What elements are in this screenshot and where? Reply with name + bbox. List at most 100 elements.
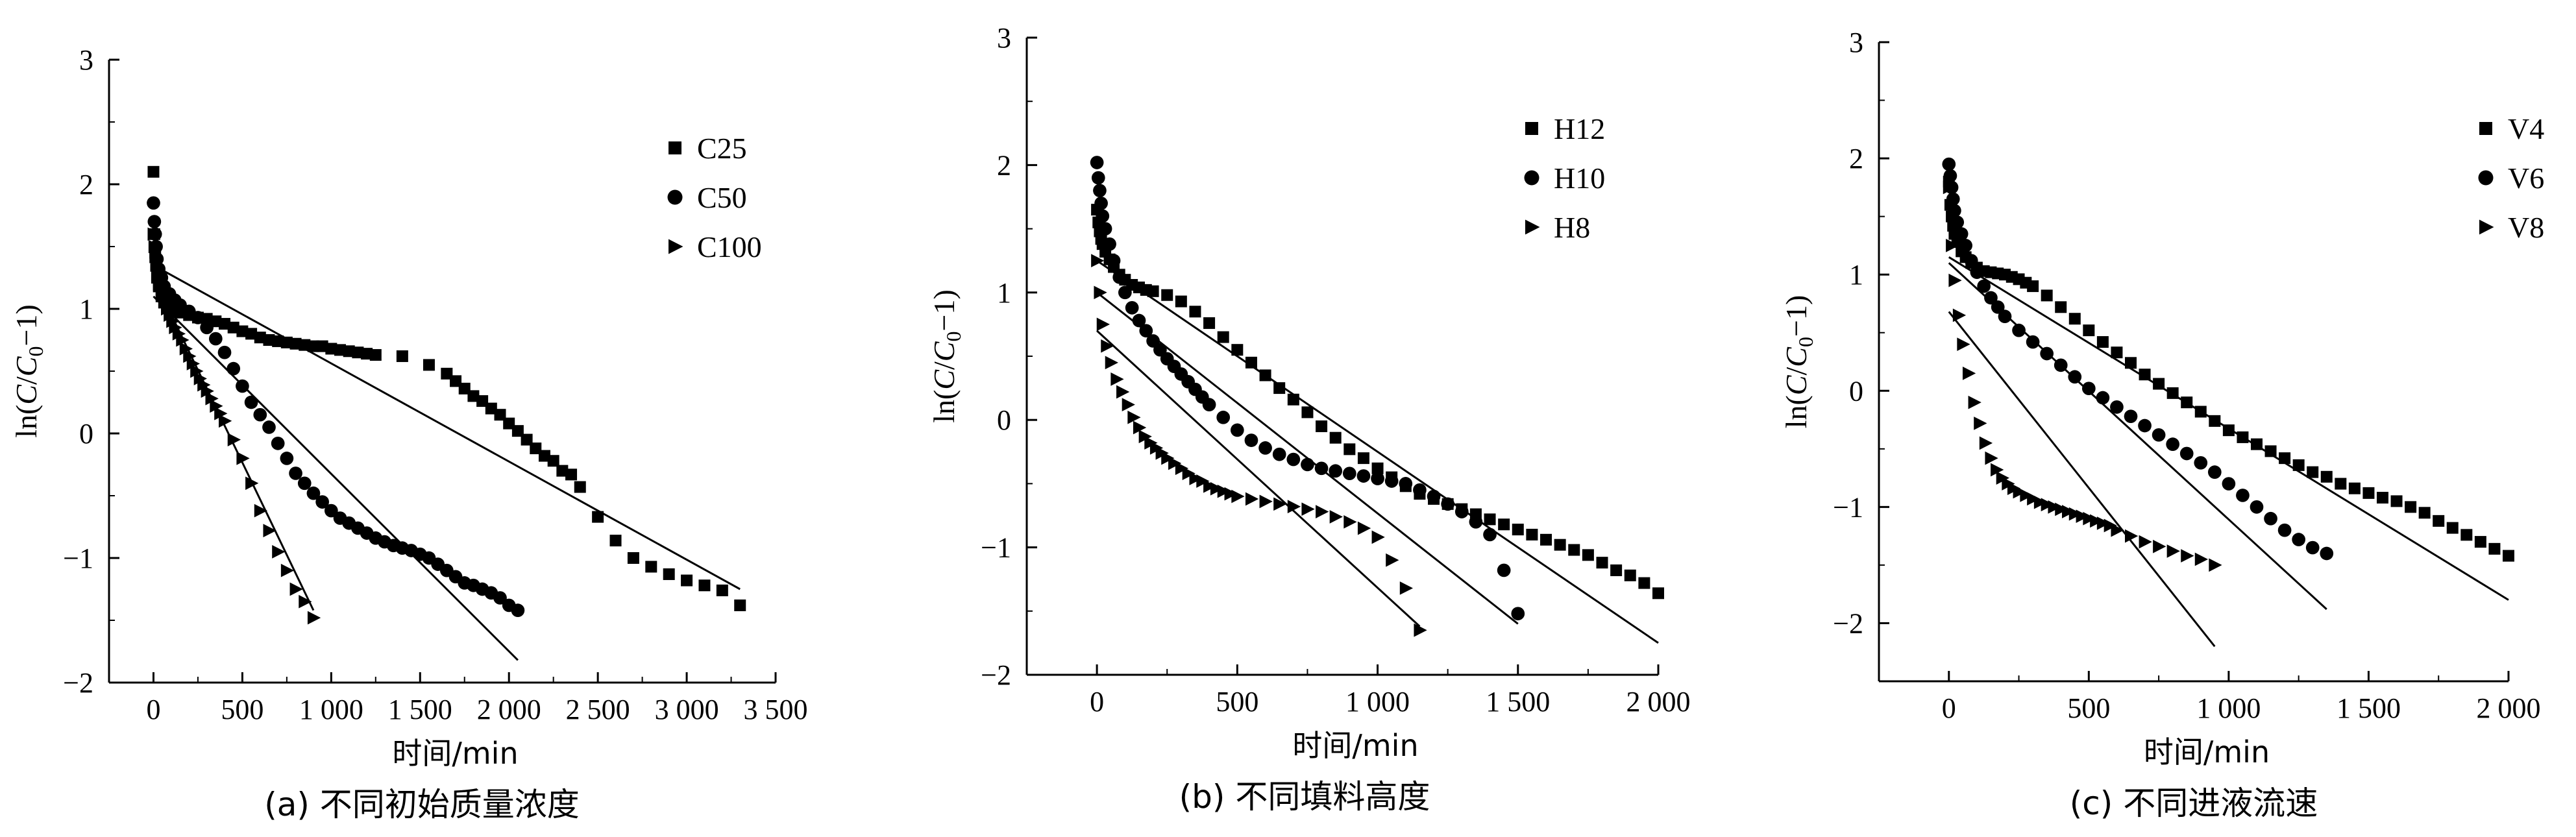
data-point: [1203, 479, 1217, 493]
data-point: [1329, 431, 1342, 444]
y-tick-label: −1: [1833, 491, 1863, 523]
data-point: [343, 345, 355, 358]
data-point: [219, 318, 231, 330]
data-point: [1091, 171, 1105, 185]
data-point: [307, 340, 319, 352]
data-point: [2377, 492, 2388, 504]
data-point: [467, 390, 480, 402]
data-point: [147, 227, 161, 241]
data-point: [2503, 550, 2514, 562]
x-tick-label: 1 000: [299, 694, 363, 725]
data-point: [147, 165, 160, 178]
data-point: [2179, 446, 2194, 461]
data-point: [1231, 344, 1244, 356]
data-point: [1957, 337, 1970, 351]
data-point: [1414, 623, 1427, 637]
data-point: [494, 409, 506, 421]
data-point: [2194, 406, 2207, 418]
panel-caption: (a) 不同初始质量浓度: [264, 786, 580, 823]
y-tick-label: −1: [981, 532, 1011, 564]
data-point: [1991, 300, 2005, 314]
data-point: [1189, 472, 1203, 485]
data-point: [1301, 502, 1315, 516]
data-point: [263, 524, 276, 538]
data-point: [153, 277, 166, 291]
data-point: [2111, 523, 2124, 537]
data-point: [1498, 518, 1510, 531]
data-point: [227, 433, 241, 446]
data-point: [307, 611, 321, 625]
data-point: [1301, 457, 1314, 472]
data-point: [1118, 285, 1132, 300]
data-point: [217, 345, 232, 359]
data-point: [334, 344, 347, 356]
legend-marker: [669, 239, 683, 254]
data-point: [1217, 484, 1231, 498]
data-point: [2055, 502, 2068, 516]
series-H10: [1090, 156, 1525, 621]
data-point: [2125, 357, 2137, 369]
data-point: [1316, 420, 1328, 433]
data-point: [2320, 470, 2333, 483]
x-tick-label: 2 000: [1626, 686, 1691, 718]
data-point: [2139, 369, 2151, 381]
y-axis-label: ln(C/C0−1): [927, 289, 965, 423]
data-point: [193, 372, 207, 385]
fit-line: [1948, 311, 2216, 648]
data-point: [299, 594, 312, 609]
y-tick-label: 2: [1849, 143, 1863, 175]
data-point: [2488, 542, 2501, 555]
data-point: [1357, 452, 1369, 465]
data-point: [1287, 500, 1301, 514]
data-point: [1093, 184, 1107, 198]
data-point: [306, 486, 321, 500]
data-point: [227, 361, 241, 376]
data-point: [205, 391, 219, 406]
data-point: [1147, 285, 1159, 297]
data-point: [1202, 398, 1216, 411]
data-point: [214, 406, 228, 420]
data-point: [2335, 478, 2347, 490]
legend-marker: [667, 189, 683, 205]
data-point: [2096, 516, 2111, 530]
data-point: [1168, 456, 1182, 470]
legend-label: C50: [697, 181, 747, 214]
data-point: [1371, 462, 1384, 474]
data-point: [280, 336, 293, 348]
data-point: [1427, 489, 1441, 503]
data-point: [2041, 289, 2053, 302]
data-point: [1224, 487, 1238, 501]
data-point: [2237, 431, 2249, 443]
data-point: [200, 321, 214, 335]
data-point: [503, 417, 515, 430]
data-point: [1217, 331, 1229, 343]
data-point: [1974, 417, 1987, 430]
data-point: [2012, 323, 2026, 337]
series-V6: [1942, 157, 2334, 561]
data-point: [521, 433, 533, 446]
data-point: [2124, 409, 2138, 424]
legend-marker: [1525, 122, 1538, 135]
data-point: [2405, 501, 2417, 513]
data-point: [645, 561, 657, 573]
data-point: [2096, 336, 2109, 348]
data-point: [1371, 530, 1385, 544]
data-point: [253, 407, 267, 422]
data-point: [1094, 285, 1107, 300]
data-point: [1568, 544, 1580, 556]
series-C50: [147, 196, 525, 617]
data-point: [236, 452, 250, 465]
data-point: [1526, 528, 1538, 540]
data-point: [2026, 335, 2040, 349]
data-point: [1357, 521, 1371, 535]
data-point: [1175, 461, 1189, 476]
data-point: [1343, 443, 1356, 455]
legend-marker: [1524, 170, 1539, 186]
data-point: [2264, 445, 2277, 457]
data-point: [592, 511, 604, 523]
data-point: [2209, 415, 2221, 427]
data-point: [2027, 492, 2041, 506]
data-point: [1399, 477, 1413, 491]
data-point: [2048, 500, 2061, 514]
data-point: [2068, 313, 2081, 325]
